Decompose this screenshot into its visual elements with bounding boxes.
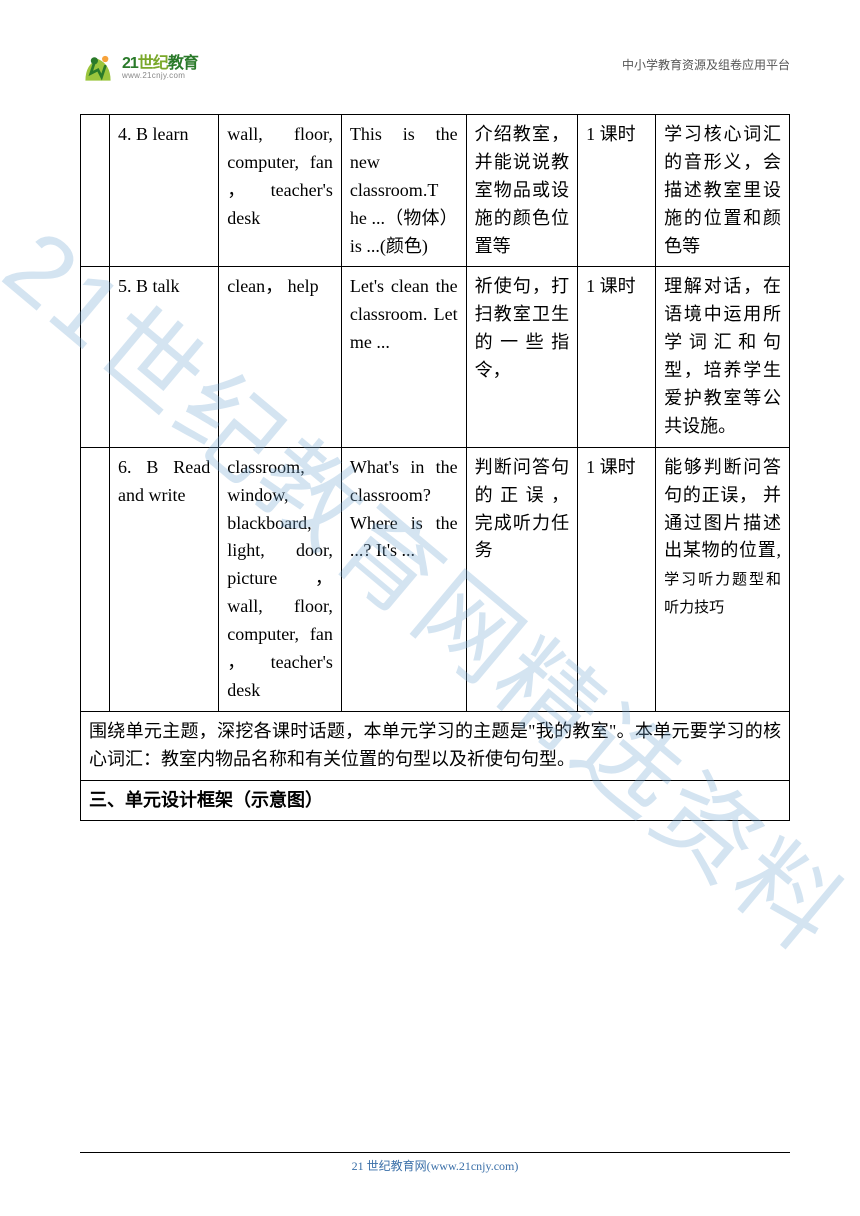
cell-sentence: Let's clean the classroom. Let me ... xyxy=(341,267,466,447)
cell-topic: 介绍教室，并能说说教室物品或设施的颜色位置等 xyxy=(466,115,577,267)
row-spacer xyxy=(81,115,110,267)
cell-goal-main: 能够判断问答句的正误， 并通过图片描述出某物的位置, xyxy=(664,457,781,561)
cell-lesson: 5. B talk xyxy=(109,267,218,447)
section-title-row: 三、单元设计框架（示意图） xyxy=(81,780,790,821)
cell-goal: 理解对话，在语境中运用所学词汇和句型，培养学生爱护教室等公共设施。 xyxy=(656,267,790,447)
summary-row: 围绕单元主题，深挖各课时话题，本单元学习的主题是"我的教室"。本单元要学习的核心… xyxy=(81,711,790,780)
cell-hours: 1 课时 xyxy=(578,115,656,267)
cell-sentence: This is the new classroom.T he ...（物体） i… xyxy=(341,115,466,267)
table-row: 6. B Read and write classroom, window, b… xyxy=(81,447,790,711)
cell-vocab: wall, floor, computer, fan ， teacher's d… xyxy=(219,115,342,267)
cell-goal-small: 学习听力题型和听力技巧 xyxy=(664,572,781,616)
header-subtitle: 中小学教育资源及组卷应用平台 xyxy=(622,56,790,73)
cell-hours: 1 课时 xyxy=(578,267,656,447)
logo-text: 21世纪教育 www.21cnjy.com xyxy=(122,56,198,80)
cell-topic: 祈使句，打扫教室卫生的一些指令， xyxy=(466,267,577,447)
logo-suffix: 教育 xyxy=(168,55,198,72)
table-row: 5. B talk clean， help Let's clean the cl… xyxy=(81,267,790,447)
cell-sentence: What's in the classroom? Where is the ..… xyxy=(341,447,466,711)
page: 21世纪教育 www.21cnjy.com 中小学教育资源及组卷应用平台 21世… xyxy=(0,0,860,1216)
cell-topic: 判断问答句的正误， 完成听力任务 xyxy=(466,447,577,711)
footer-divider xyxy=(80,1152,790,1153)
page-header: 21世纪教育 www.21cnjy.com 中小学教育资源及组卷应用平台 xyxy=(80,50,790,86)
lesson-table: 4. B learn wall, floor, computer, fan ， … xyxy=(80,114,790,821)
footer-text: 21 世纪教育网(www.21cnjy.com) xyxy=(80,1157,790,1174)
cell-goal: 能够判断问答句的正误， 并通过图片描述出某物的位置, 学习听力题型和听力技巧 xyxy=(656,447,790,711)
cell-goal: 学习核心词汇的音形义，会描述教室里设施的位置和颜色等 xyxy=(656,115,790,267)
page-footer: 21 世纪教育网(www.21cnjy.com) xyxy=(80,1152,790,1174)
table-row: 4. B learn wall, floor, computer, fan ， … xyxy=(81,115,790,267)
logo-title: 21世纪教育 xyxy=(122,56,198,72)
section-title: 三、单元设计框架（示意图） xyxy=(81,780,790,821)
cell-vocab: clean， help xyxy=(219,267,342,447)
logo-url: www.21cnjy.com xyxy=(122,72,198,80)
cell-vocab: classroom, window, blackboard, light, do… xyxy=(219,447,342,711)
row-spacer xyxy=(81,447,110,711)
logo-icon xyxy=(80,50,116,86)
cell-hours: 1 课时 xyxy=(578,447,656,711)
cell-lesson: 4. B learn xyxy=(109,115,218,267)
cell-lesson: 6. B Read and write xyxy=(109,447,218,711)
logo-mid: 世纪 xyxy=(138,55,168,72)
row-spacer xyxy=(81,267,110,447)
logo: 21世纪教育 www.21cnjy.com xyxy=(80,50,198,86)
summary-text: 围绕单元主题，深挖各课时话题，本单元学习的主题是"我的教室"。本单元要学习的核心… xyxy=(81,711,790,780)
logo-prefix: 21 xyxy=(122,55,138,72)
